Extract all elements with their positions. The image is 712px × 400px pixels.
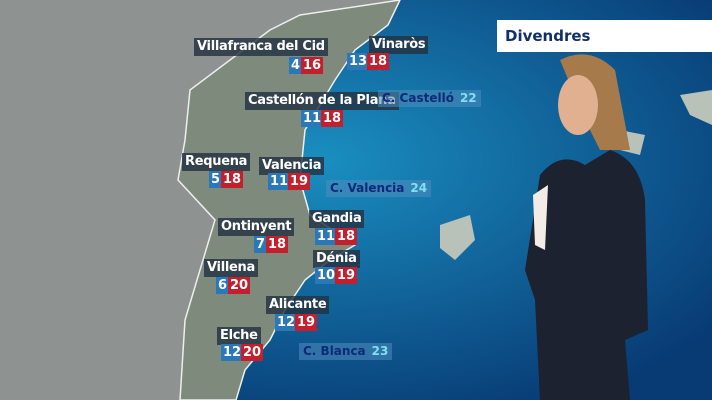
max-temp: 19 xyxy=(335,267,358,284)
sea-temperature: C. Blanca 23 xyxy=(299,343,393,360)
min-temp: 11 xyxy=(268,173,291,190)
min-temp: 4 xyxy=(289,57,303,74)
city-name: Gandia xyxy=(309,210,365,228)
city-name: Requena xyxy=(182,153,251,171)
sea-name: C. Blanca xyxy=(303,344,366,358)
city-name: Villafranca del Cid xyxy=(194,38,328,56)
min-temp: 10 xyxy=(315,267,338,284)
min-temp: 12 xyxy=(275,314,298,331)
sea-name: C. Valencia xyxy=(330,181,405,195)
sea-temp: 24 xyxy=(410,181,428,195)
min-temp: 11 xyxy=(315,228,338,245)
max-temp: 16 xyxy=(301,57,324,74)
max-temp: 20 xyxy=(228,277,251,294)
sea-temperature: C. Castelló 22 xyxy=(378,90,481,107)
city-name: Villena xyxy=(204,259,258,277)
max-temp: 19 xyxy=(295,314,318,331)
city-name: Valencia xyxy=(259,157,325,175)
min-temp: 13 xyxy=(347,53,370,70)
min-temp: 6 xyxy=(216,277,230,294)
min-temp: 11 xyxy=(301,110,324,127)
ibiza-island xyxy=(440,215,475,260)
presenter xyxy=(525,54,648,400)
max-temp: 19 xyxy=(288,173,311,190)
min-temp: 5 xyxy=(209,171,223,188)
sea-name: C. Castelló xyxy=(382,91,454,105)
city-name: Elche xyxy=(217,327,261,345)
sea-temp: 23 xyxy=(371,344,389,358)
sea-temp: 22 xyxy=(459,91,477,105)
max-temp: 20 xyxy=(241,344,264,361)
city-name: Castellón de la Plana xyxy=(245,92,399,110)
max-temp: 18 xyxy=(321,110,344,127)
city-name: Vinaròs xyxy=(369,36,429,54)
valencia-region-land xyxy=(177,0,401,400)
city-name: Ontinyent xyxy=(218,218,295,236)
min-temp: 7 xyxy=(254,236,268,253)
max-temp: 18 xyxy=(221,171,244,188)
day-header: Divendres xyxy=(497,20,712,52)
max-temp: 18 xyxy=(335,228,358,245)
max-temp: 18 xyxy=(266,236,289,253)
city-name: Alicante xyxy=(266,296,330,314)
mallorca-island xyxy=(680,90,712,125)
min-temp: 12 xyxy=(221,344,244,361)
city-name: Dénia xyxy=(313,250,360,268)
sea-temperature: C. Valencia 24 xyxy=(326,180,432,197)
max-temp: 18 xyxy=(367,53,390,70)
